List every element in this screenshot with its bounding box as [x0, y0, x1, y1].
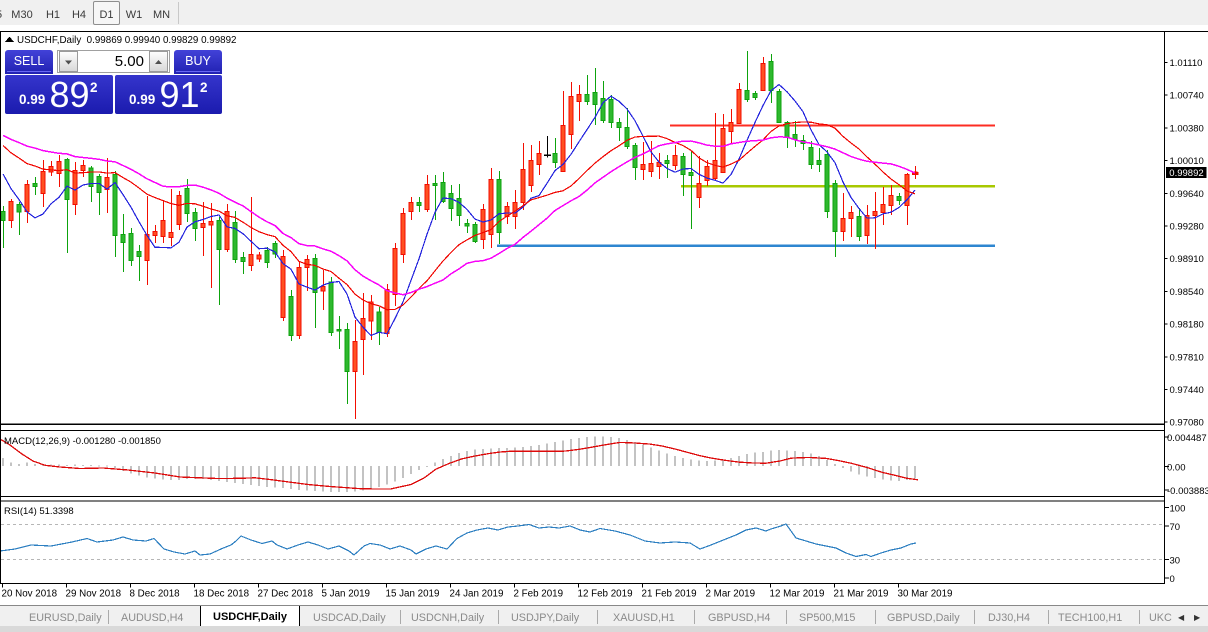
svg-text:29 Nov 2018: 29 Nov 2018 — [66, 589, 122, 600]
svg-text:30 Mar 2019: 30 Mar 2019 — [898, 589, 953, 600]
svg-text:0.97810: 0.97810 — [1170, 352, 1204, 363]
svg-text:8 Dec 2018: 8 Dec 2018 — [130, 589, 181, 600]
svg-text:0.99280: 0.99280 — [1170, 222, 1204, 233]
svg-text:18 Dec 2018: 18 Dec 2018 — [194, 589, 250, 600]
svg-text:30: 30 — [1170, 555, 1181, 566]
svg-text:0.98540: 0.98540 — [1170, 287, 1204, 298]
svg-text:2 Feb 2019: 2 Feb 2019 — [514, 589, 564, 600]
svg-text:0.97440: 0.97440 — [1170, 385, 1204, 396]
svg-text:RSI(14) 51.3398: RSI(14) 51.3398 — [4, 506, 74, 517]
svg-text:0.97080: 0.97080 — [1170, 418, 1204, 429]
svg-text:2 Mar 2019: 2 Mar 2019 — [706, 589, 756, 600]
svg-text:0.98910: 0.98910 — [1170, 254, 1204, 265]
svg-text:1.00740: 1.00740 — [1170, 91, 1204, 102]
svg-text:15 Jan 2019: 15 Jan 2019 — [386, 589, 440, 600]
svg-text:0: 0 — [1170, 574, 1175, 585]
svg-text:1.00010: 1.00010 — [1170, 156, 1204, 167]
svg-text:USDCHF,Daily 0.99869 0.99940: USDCHF,Daily 0.99869 0.99940 0.99829 0.9… — [17, 35, 237, 46]
svg-text:100: 100 — [1170, 503, 1186, 514]
svg-text:5 Jan 2019: 5 Jan 2019 — [322, 589, 370, 600]
svg-text:70: 70 — [1170, 522, 1181, 533]
svg-text:1.00380: 1.00380 — [1170, 123, 1204, 134]
svg-text:21 Mar 2019: 21 Mar 2019 — [834, 589, 889, 600]
svg-text:24 Jan 2019: 24 Jan 2019 — [450, 589, 504, 600]
svg-text:12 Mar 2019: 12 Mar 2019 — [770, 589, 825, 600]
svg-text:1.01110: 1.01110 — [1170, 58, 1203, 69]
svg-text:0.004487: 0.004487 — [1167, 433, 1207, 444]
svg-text:MACD(12,26,9) -0.001280 -0.001: MACD(12,26,9) -0.001280 -0.001850 — [4, 436, 161, 447]
svg-text:-0.003883: -0.003883 — [1167, 486, 1208, 497]
svg-text:0.00: 0.00 — [1167, 463, 1186, 474]
svg-text:0.99640: 0.99640 — [1170, 189, 1204, 200]
svg-text:0.99892: 0.99892 — [1169, 168, 1203, 179]
svg-text:20 Nov 2018: 20 Nov 2018 — [2, 589, 58, 600]
svg-text:12 Feb 2019: 12 Feb 2019 — [578, 589, 633, 600]
svg-text:0.98180: 0.98180 — [1170, 320, 1204, 331]
svg-text:21 Feb 2019: 21 Feb 2019 — [642, 589, 697, 600]
svg-text:27 Dec 2018: 27 Dec 2018 — [258, 589, 314, 600]
